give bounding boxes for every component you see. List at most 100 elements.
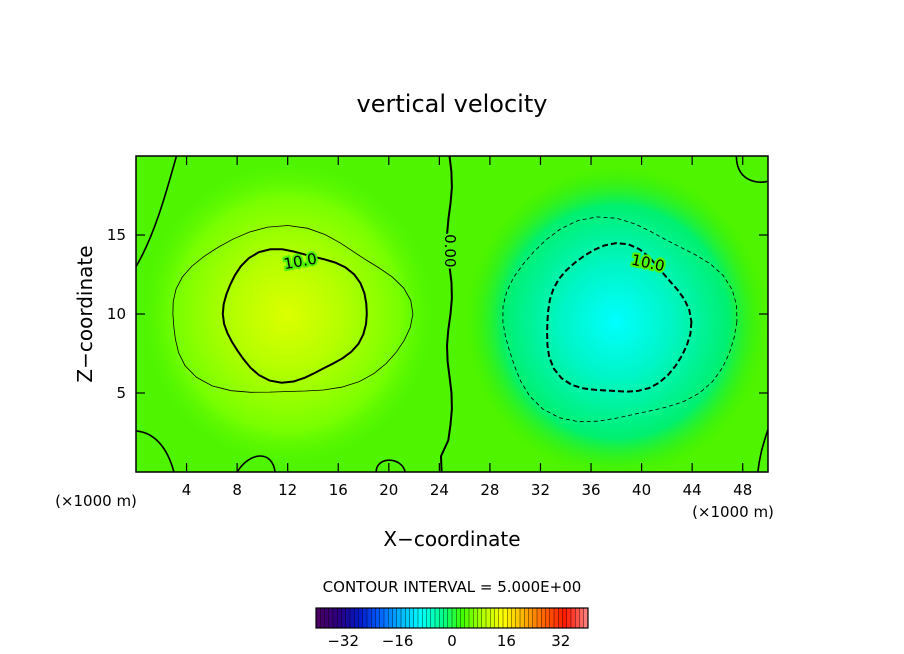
colorbar-cell bbox=[435, 608, 440, 628]
colorbar-cell bbox=[388, 608, 393, 628]
x-axis-title: X−coordinate bbox=[383, 527, 520, 551]
colorbar-cell bbox=[554, 608, 559, 628]
contour-line-neg5 bbox=[502, 216, 738, 423]
x-tick-label: 16 bbox=[329, 481, 348, 499]
colorbar-cell bbox=[328, 608, 334, 628]
y-tick-label: 5 bbox=[116, 384, 126, 402]
colorbar-tick-label: −32 bbox=[327, 632, 359, 650]
x-tick-label: 24 bbox=[430, 481, 449, 499]
colorbar-cell bbox=[320, 608, 325, 628]
contour-line-edge bbox=[757, 429, 768, 472]
colorbar-cell bbox=[426, 608, 432, 628]
colorbar-cell bbox=[549, 608, 555, 628]
colorbar-cell bbox=[350, 608, 355, 628]
colorbar-cell bbox=[333, 608, 338, 628]
colorbar-cell bbox=[324, 608, 330, 628]
colorbar-cell bbox=[528, 608, 534, 628]
colorbar-cell bbox=[494, 608, 500, 628]
colorbar-cell bbox=[456, 608, 461, 628]
colorbar-cell bbox=[486, 608, 491, 628]
contour-lines bbox=[136, 156, 768, 472]
x-tick-label: 40 bbox=[632, 481, 651, 499]
contour-line-10 bbox=[221, 248, 368, 384]
contour-line-edge bbox=[136, 430, 175, 472]
x-tick-label: 28 bbox=[480, 481, 499, 499]
colorbar-cell bbox=[401, 608, 406, 628]
x-tick-label: 44 bbox=[683, 481, 702, 499]
colorbar-cell bbox=[507, 608, 512, 628]
x-tick-label: 36 bbox=[581, 481, 600, 499]
colorbar-cell bbox=[541, 608, 546, 628]
x-unit-right: (×1000 m) bbox=[692, 503, 774, 521]
colorbar-cell bbox=[409, 608, 415, 628]
colorbar-cell bbox=[354, 608, 359, 628]
colorbar-cell bbox=[439, 608, 444, 628]
colorbar-cell bbox=[405, 608, 410, 628]
downdraft-fill bbox=[466, 166, 767, 472]
y-tick-label: 10 bbox=[107, 305, 126, 323]
colorbar-cell bbox=[362, 608, 368, 628]
colorbar-cell bbox=[316, 608, 321, 628]
colorbar-cell bbox=[473, 608, 478, 628]
colorbar-cell bbox=[545, 608, 551, 628]
colorbar-cell bbox=[430, 608, 436, 628]
colorbar-cell bbox=[498, 608, 504, 628]
colorbar-cell bbox=[579, 608, 585, 628]
colorbar-cell bbox=[396, 608, 402, 628]
contour-line-edge bbox=[735, 156, 768, 183]
colorbar-cell bbox=[575, 608, 580, 628]
chart-title: vertical velocity bbox=[357, 90, 548, 118]
colorbar-cell bbox=[341, 608, 347, 628]
y-axis: 5 10 15 bbox=[107, 226, 768, 402]
colorbar-cell bbox=[460, 608, 466, 628]
colorbar bbox=[315, 607, 589, 629]
colorbar-tick-label: −16 bbox=[382, 632, 414, 650]
colorbar-cell bbox=[524, 608, 529, 628]
colorbar-cell bbox=[337, 608, 342, 628]
x-tick-label: 32 bbox=[531, 481, 550, 499]
contour-line-edge bbox=[375, 459, 407, 472]
contour-line-5 bbox=[172, 225, 414, 393]
contour-label: 0.00 bbox=[441, 234, 459, 267]
colorbar-cell bbox=[413, 608, 419, 628]
colorbar-cell bbox=[583, 608, 589, 628]
colorbar-cell bbox=[515, 608, 521, 628]
colorbar-cell bbox=[490, 608, 495, 628]
colorbar-cell bbox=[358, 608, 364, 628]
x-tick-label: 8 bbox=[232, 481, 242, 499]
colorbar-cell bbox=[566, 608, 572, 628]
contour-line-edge bbox=[236, 455, 276, 472]
colorbar-cell bbox=[447, 608, 453, 628]
colorbar-cell bbox=[375, 608, 381, 628]
colorbar-tick-label: 0 bbox=[447, 632, 457, 650]
colorbar-cell bbox=[532, 608, 538, 628]
contour-line-zero bbox=[439, 156, 453, 472]
colorbar-cell bbox=[367, 608, 372, 628]
colorbar-cell bbox=[371, 608, 376, 628]
colorbar-cell bbox=[452, 608, 457, 628]
x-axis: 4 8 12 16 20 24 28 32 36 40 44 48 bbox=[182, 156, 752, 499]
colorbar-cell bbox=[384, 608, 389, 628]
x-unit-left: (×1000 m) bbox=[55, 492, 137, 510]
colorbar-cell bbox=[464, 608, 470, 628]
x-tick-label: 12 bbox=[278, 481, 297, 499]
colorbar-cell bbox=[469, 608, 474, 628]
contour-line-edge bbox=[136, 156, 178, 268]
colorbar-ticks: −32 −16 0 16 32 bbox=[327, 632, 570, 650]
colorbar-cell bbox=[379, 608, 385, 628]
colorbar-cell bbox=[503, 608, 508, 628]
colorbar-cell bbox=[511, 608, 517, 628]
colorbar-cell bbox=[562, 608, 568, 628]
colorbar-cell bbox=[571, 608, 576, 628]
colorbar-frame bbox=[315, 607, 589, 629]
colorbar-cell bbox=[481, 608, 487, 628]
updraft-fill bbox=[137, 159, 438, 469]
colorbar-cell bbox=[558, 608, 563, 628]
x-tick-label: 48 bbox=[733, 481, 752, 499]
colorbar-cell bbox=[345, 608, 351, 628]
colorbar-cell bbox=[392, 608, 398, 628]
colorbar-tick-label: 32 bbox=[551, 632, 570, 650]
contour-line-neg10 bbox=[546, 242, 693, 393]
x-tick-label: 4 bbox=[182, 481, 192, 499]
